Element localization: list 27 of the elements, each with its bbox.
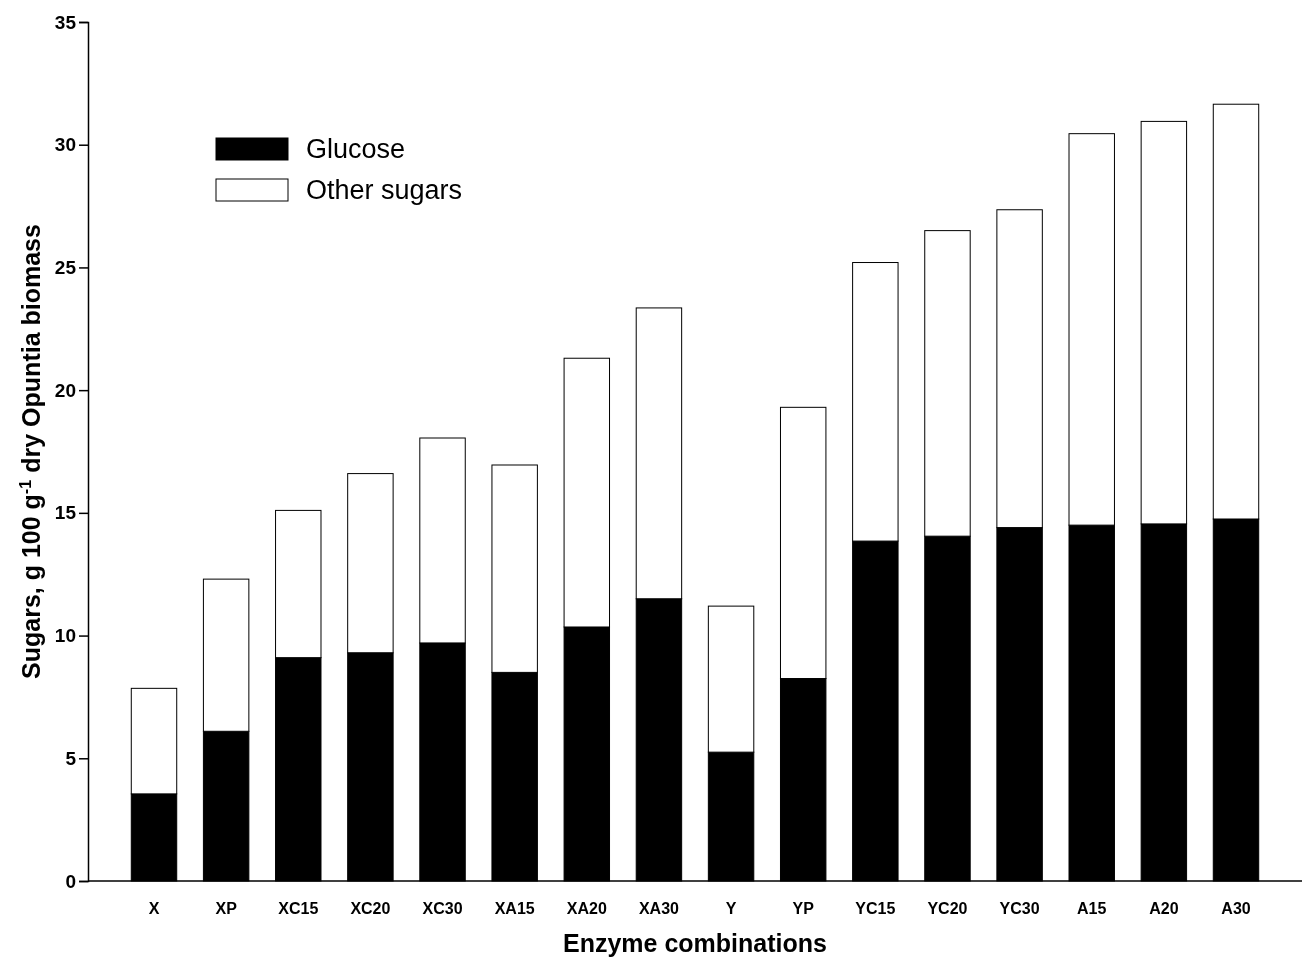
x-axis-title: Enzyme combinations <box>563 929 827 957</box>
legend-label: Other sugars <box>306 175 463 205</box>
x-tick-label: A30 <box>1221 900 1251 918</box>
y-tick-label: 30 <box>54 134 76 156</box>
x-tick-label: YC15 <box>855 900 896 918</box>
y-tick-label: 0 <box>65 870 76 892</box>
x-tick-label: XC15 <box>278 900 319 918</box>
x-tick-label: XP <box>215 900 238 918</box>
y-tick-label: 15 <box>54 502 77 524</box>
x-tick-label: Y <box>725 900 737 918</box>
x-tick-label: X <box>148 900 160 918</box>
y-tick-label: 5 <box>65 747 77 769</box>
x-tick-label: A20 <box>1149 900 1179 918</box>
x-tick-label: XC30 <box>422 900 463 918</box>
x-tick-label: XA20 <box>566 900 607 918</box>
x-tick-label: XA30 <box>638 900 680 918</box>
y-tick-label: 35 <box>54 11 77 33</box>
y-tick-label: 25 <box>54 257 77 279</box>
x-tick-label: YC30 <box>999 900 1040 918</box>
x-tick-label: XC20 <box>350 900 391 918</box>
x-tick-label: YC20 <box>927 900 968 918</box>
y-tick-label: 10 <box>54 625 76 647</box>
y-tick-label: 20 <box>54 379 76 401</box>
x-tick-label: YP <box>792 900 815 918</box>
legend-label: Glucose <box>306 134 406 164</box>
x-tick-label: XA15 <box>494 900 535 918</box>
x-tick-label: A15 <box>1077 900 1107 918</box>
